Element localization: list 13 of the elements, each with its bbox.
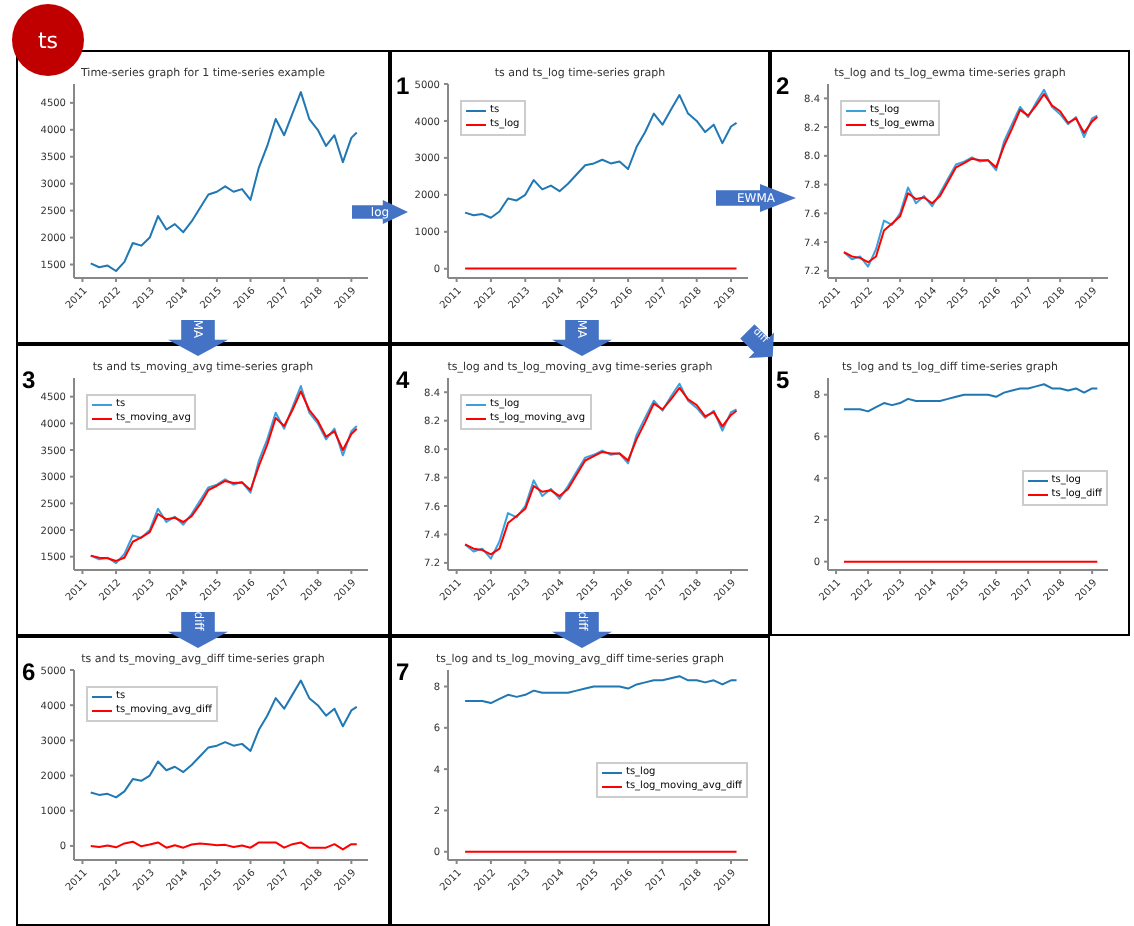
text: 5: [776, 366, 790, 394]
text: 7: [396, 658, 410, 686]
line-series: [464, 94, 738, 219]
line-series: [89, 679, 358, 799]
text: 4: [396, 366, 410, 394]
text: 6: [22, 658, 36, 686]
line-series: [464, 675, 738, 705]
text: 1: [396, 72, 410, 100]
text: 2: [776, 72, 790, 100]
text: 3: [22, 366, 36, 394]
text: ts: [12, 4, 84, 76]
line-series: [89, 91, 358, 272]
line-series: [842, 383, 1099, 413]
